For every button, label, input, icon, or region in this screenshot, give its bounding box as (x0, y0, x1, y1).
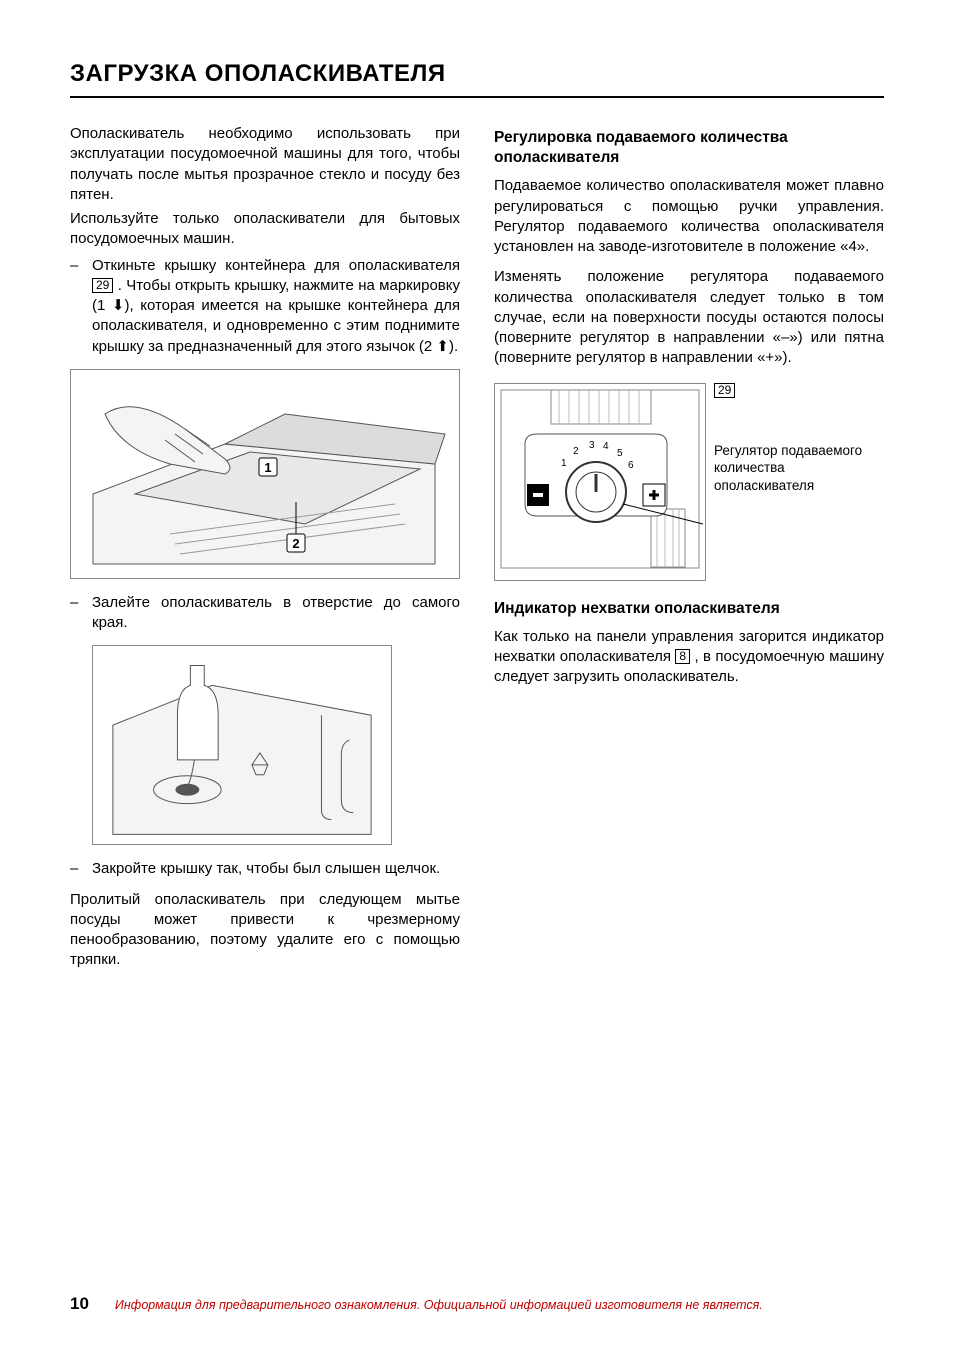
open-lid-svg: 1 2 (75, 374, 455, 574)
figure-open-lid: 1 2 (70, 369, 460, 579)
bullet-dash: – (70, 256, 92, 357)
adjust-para-1: Подаваемое количество ополаскивателя мож… (494, 176, 884, 257)
dial-caption: Регулятор подаваемого количества ополаск… (714, 442, 884, 495)
adjust-para-2: Изменять положение регулятора подава­емо… (494, 267, 884, 368)
ref-29: 29 (92, 278, 113, 293)
footer-note: Информация для предварительного ознакомл… (115, 1298, 763, 1312)
dial-side-labels: 29 Регулятор подаваемого количества опол… (714, 383, 884, 495)
bullet-2-text: Залейте ополаскиватель в отверстие до са… (92, 593, 460, 634)
bullet-1: – Откиньте крышку контейнера для ополаск… (70, 256, 460, 357)
intro-para-2: Используйте только ополаскиватели для бы… (70, 209, 460, 250)
dial-ref-29: 29 (714, 383, 735, 398)
bullet-1-text: Откиньте крышку контейнера для ополаскив… (92, 256, 460, 357)
svg-text:4: 4 (603, 441, 609, 452)
pour-svg (93, 645, 391, 845)
svg-text:1: 1 (561, 458, 567, 469)
ref-8: 8 (675, 649, 690, 664)
indicator-para: Как только на панели управления загорит­… (494, 627, 884, 688)
bullet-3-text: Закройте крышку так, чтобы был слы­шен щ… (92, 859, 460, 879)
figure-pour (92, 645, 392, 845)
page-title: ЗАГРУЗКА ОПОЛАСКИВАТЕЛЯ (70, 60, 884, 98)
subhead-indicator: Индикатор нехватки ополаскивателя (494, 599, 884, 619)
left-column: Ополаскиватель необходимо использо­вать … (70, 124, 460, 975)
bullet-1-text-a: Откиньте крышку контейнера для ополаскив… (92, 257, 460, 274)
spill-note: Пролитый ополаскиватель при следую­щем м… (70, 890, 460, 971)
svg-text:5: 5 (617, 448, 623, 459)
intro-para-1: Ополаскиватель необходимо использо­вать … (70, 124, 460, 205)
bullet-dash: – (70, 593, 92, 634)
subhead-adjust: Регулировка подаваемого количества опола… (494, 128, 884, 168)
svg-text:1: 1 (264, 460, 271, 475)
svg-text:3: 3 (589, 440, 595, 451)
bullet-dash: – (70, 859, 92, 879)
svg-text:2: 2 (292, 536, 299, 551)
bullet-3: – Закройте крышку так, чтобы был слы­шен… (70, 859, 460, 879)
bullet-1-text-b: . Чтобы открыть крышку, нажмите на марки… (92, 277, 460, 355)
bullet-2: – Залейте ополаскиватель в отверстие до … (70, 593, 460, 634)
figure-dial: 1 2 3 4 5 6 (494, 383, 706, 581)
right-column: Регулировка подаваемого количества опола… (494, 124, 884, 975)
dial-svg: 1 2 3 4 5 6 (495, 384, 705, 574)
content-columns: Ополаскиватель необходимо использо­вать … (70, 124, 884, 975)
page-number: 10 (70, 1294, 89, 1314)
figure-dial-wrap: 1 2 3 4 5 6 29 Регулятор подаваемого кол… (494, 383, 884, 581)
page-footer: 10 Информация для предварительного ознак… (70, 1294, 884, 1314)
svg-text:2: 2 (573, 446, 579, 457)
svg-text:6: 6 (628, 460, 634, 471)
